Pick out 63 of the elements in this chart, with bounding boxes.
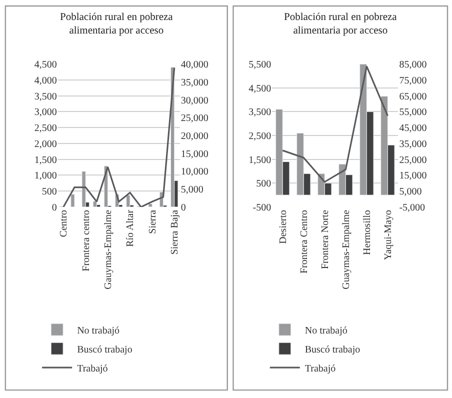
legend-label: Buscó trabajo [304, 344, 360, 356]
y-tick-label: 0 [52, 202, 57, 214]
y2-tick-label: 30,000 [180, 95, 208, 106]
y2-tick-label: 40,000 [180, 60, 208, 71]
bar [126, 194, 130, 207]
legend-label: No trabajó [77, 325, 120, 336]
y2-tick-label: 0 [180, 202, 186, 214]
y-tick-label: 1,500 [248, 154, 272, 166]
x-tick-label: Sierra Baja [170, 209, 181, 255]
chart-title: Población rural en pobreza alimentaria por acceso [60, 12, 174, 37]
y-tick-label: 4,000 [34, 75, 57, 86]
y-tick-label: 2,500 [34, 123, 57, 134]
y2-tick-label: 10,000 [180, 166, 208, 178]
x-tick-label: Frontera Centro [298, 210, 310, 274]
bar [70, 194, 75, 207]
legend-label: Trabajó [77, 363, 108, 374]
y-tick-label: 4,500 [34, 60, 57, 71]
y-tick-label: 4,500 [248, 83, 272, 94]
legend-label: Trabajó [304, 363, 336, 374]
y-tick-label: 1,000 [34, 170, 57, 182]
line-series [282, 66, 389, 183]
y-tick-label: 2,000 [34, 138, 57, 150]
legend-label: Buscó trabajo [77, 344, 132, 356]
y2-tick-label: 35,000 [180, 77, 208, 88]
y-tick-label: 5,500 [248, 60, 272, 71]
x-tick-label: Río Altar [125, 209, 136, 247]
x-tick-label: Frontera centro [80, 210, 92, 272]
y2-tick-label: -5,000 [399, 202, 426, 214]
y-tick-label: 500 [42, 186, 57, 198]
x-tick-label: Gauymas-Empalme [103, 209, 114, 290]
y2-tick-label: 55,000 [399, 107, 427, 118]
bar [82, 171, 86, 207]
line-series [62, 66, 176, 207]
x-tick-label: Yaqui-Mayo [382, 210, 394, 260]
y-tick-label: 1,500 [34, 154, 57, 166]
y-tick-label: 3,500 [34, 91, 57, 102]
bar [96, 204, 101, 207]
y2-tick-label: 65,000 [399, 91, 427, 102]
chart-title: Población rural en pobreza alimentaria por acceso [284, 12, 398, 37]
y-tick-label: 3,000 [34, 107, 57, 118]
y2-tick-label: 5,000 [180, 184, 204, 196]
x-tick-label: Sierra [147, 209, 158, 234]
y2-tick-label: 15,000 [399, 170, 427, 182]
y2-tick-label: 25,000 [399, 154, 427, 166]
y2-tick-label: 75,000 [399, 75, 427, 86]
bar [148, 204, 152, 207]
y2-tick-label: 85,000 [399, 60, 427, 71]
y-tick-label: 2,500 [248, 131, 272, 142]
x-tick-label: Centro [58, 210, 70, 238]
x-tick-label: Desierto [278, 210, 289, 244]
y-tick-label: 3,500 [248, 107, 272, 118]
y2-tick-label: 15,000 [180, 148, 208, 160]
y2-tick-label: 35,000 [399, 138, 427, 150]
y2-tick-label: 25,000 [180, 113, 208, 124]
legend-label: No trabajó [304, 325, 348, 336]
y2-tick-label: 5,000 [399, 186, 422, 198]
y-tick-label: 500 [256, 178, 272, 190]
y2-tick-label: 20,000 [180, 131, 208, 142]
x-tick-label: Hermosillo [362, 210, 373, 255]
y2-tick-label: 45,000 [399, 123, 427, 134]
x-tick-label: Guaymas-Empalme [340, 209, 352, 290]
y-tick-label: -500 [252, 202, 272, 214]
x-tick-label: Frontera Norte [320, 209, 331, 270]
